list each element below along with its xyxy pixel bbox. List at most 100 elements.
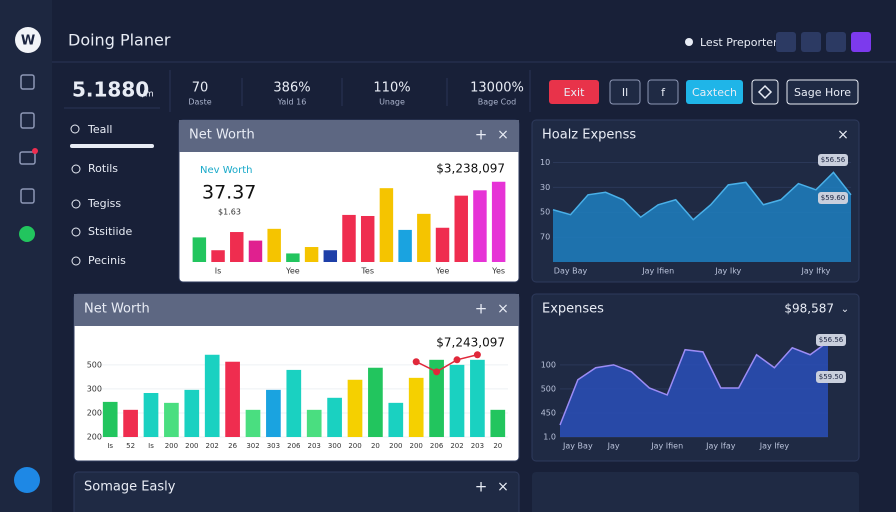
badge [816,371,846,383]
panel-title: Expenses [542,302,604,317]
x-tick-label: Jay Ifien [650,442,683,451]
bar [408,377,424,437]
icon-button[interactable] [751,79,779,105]
x-tick-label: Day Bay [554,267,588,276]
button[interactable] [686,80,743,104]
add-button[interactable]: + [475,126,488,144]
badge [818,154,848,166]
bar [267,228,281,262]
add-button[interactable]: + [475,478,488,496]
bar [490,409,506,437]
area [560,341,828,437]
badge-label: $59.50 [819,373,844,381]
x-tick-label: Is [107,442,113,450]
location[interactable]: Lest Preporter [700,36,778,49]
y-tick-label: 70 [540,233,550,242]
bar [286,253,300,262]
icon[interactable] [19,226,35,242]
x-tick-label: 203 [308,442,321,450]
bar [211,250,225,262]
bar [398,229,412,262]
icon[interactable] [20,74,35,90]
nav-item[interactable]: Tegiss [87,197,121,210]
y-tick-label: 50 [540,208,550,217]
bar [230,232,244,262]
logo[interactable] [15,27,41,53]
bar [266,389,281,437]
panel-title: Hoalz Expenss [542,128,636,143]
nav-item[interactable]: Teall [87,123,112,136]
icon-button[interactable] [826,32,846,52]
panel-header [179,120,519,152]
bar [286,369,302,437]
close-button[interactable]: × [497,301,509,317]
y-tick-label: 10 [540,158,550,167]
close-button[interactable]: × [837,127,849,143]
stat-value: 70 [192,81,209,96]
bar [225,361,240,437]
icon-button[interactable] [776,32,796,52]
pin-icon [685,38,693,46]
area [553,172,851,262]
x-tick-label: Yee [285,267,300,276]
nav-item[interactable]: Rotils [88,162,118,175]
y-tick-label: 100 [541,360,556,369]
x-tick-label: 302 [246,442,259,450]
panel [73,471,520,512]
panel-title: Net Worth [84,302,150,317]
bar [388,402,404,437]
panel-title: Somage Easly [84,480,176,495]
button[interactable] [786,79,859,105]
button[interactable] [549,80,599,104]
x-tick-label: 202 [450,442,463,450]
x-tick-label: 20 [493,442,502,450]
stat-label: Yald 16 [277,98,307,107]
x-tick-label: 200 [185,442,198,450]
button[interactable] [609,79,641,105]
bar [102,401,118,437]
stat-label: Daste [188,98,211,107]
x-tick-label: Yee [435,267,450,276]
nav-icon [71,199,81,209]
icon[interactable] [19,151,36,165]
icon-button[interactable] [851,32,871,52]
x-tick-label: 300 [328,442,341,450]
nav-item[interactable]: Stsitiide [88,225,132,238]
bar [123,409,138,437]
bar [248,240,263,262]
bar [204,354,220,437]
app-title: Doing Planer [68,31,171,50]
badge-label: $56.56 [819,336,844,344]
nav-item[interactable]: Pecinis [88,254,126,267]
close-button[interactable]: × [497,127,509,143]
nav-icon [71,164,81,174]
icon-button[interactable] [801,32,821,52]
user-button[interactable] [14,467,40,493]
add-button[interactable]: + [475,300,488,318]
panel-header [74,294,519,326]
line-point [453,356,461,364]
x-tick-label: Jay Ifay [705,442,736,451]
line-point [433,368,441,376]
bar [470,359,485,437]
x-tick-label: Is [148,442,154,450]
bar [347,379,363,437]
logo-text: W [21,34,35,49]
bar [435,227,450,262]
y-tick-label: 500 [87,360,102,369]
icon[interactable] [20,188,35,204]
dropdown[interactable]: ⌄ [841,304,849,315]
bar [245,409,261,437]
x-tick-label: Yes [491,267,505,276]
close-button[interactable]: × [497,479,509,495]
icon[interactable] [20,112,35,129]
panel-subtitle: Nev Worth [200,165,253,176]
bar [454,195,468,262]
slider[interactable] [70,144,154,148]
bar [379,188,394,262]
x-tick-label: Jay Ifey [759,442,790,451]
line [415,354,478,373]
stat-label: Unage [379,98,405,107]
x-tick-label: 203 [471,442,484,450]
button[interactable] [647,79,679,105]
